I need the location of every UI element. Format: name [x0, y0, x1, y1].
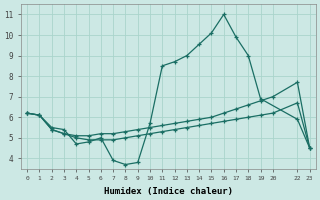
X-axis label: Humidex (Indice chaleur): Humidex (Indice chaleur)	[104, 187, 233, 196]
